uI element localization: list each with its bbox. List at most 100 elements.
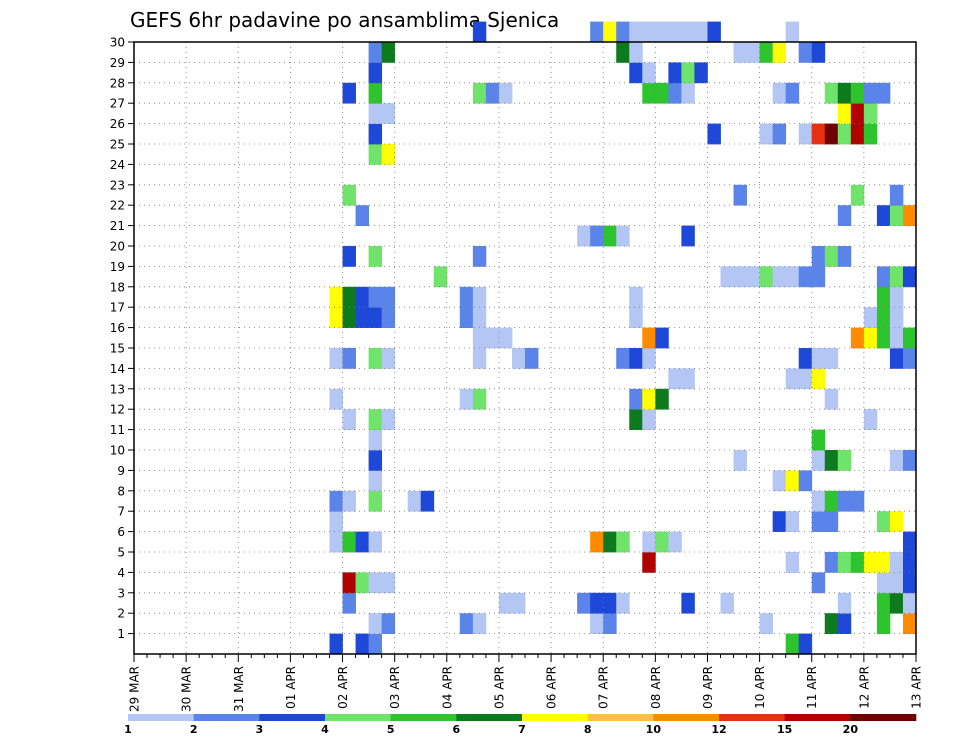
heatmap-cell — [511, 592, 526, 614]
heatmap-cell — [590, 21, 604, 43]
heatmap-cell — [837, 613, 852, 634]
heatmap-cell — [785, 82, 800, 104]
heatmap-cell — [863, 307, 878, 328]
heatmap-cell — [681, 82, 695, 104]
heatmap-cell — [485, 327, 500, 349]
colorbar-label: 7 — [518, 723, 526, 736]
heatmap-cell — [655, 388, 669, 410]
heatmap-cell — [407, 490, 422, 512]
heatmap-cell — [355, 286, 369, 308]
heatmap-cell — [863, 409, 878, 430]
heatmap-cell — [798, 123, 813, 145]
heatmap-cell — [368, 123, 383, 145]
heatmap-cell — [342, 490, 356, 512]
heatmap-cell — [850, 184, 865, 206]
heatmap-cell — [863, 552, 878, 573]
heatmap-cell — [642, 82, 656, 104]
heatmap-cell — [798, 633, 813, 655]
y-tick-label: 12 — [110, 403, 125, 417]
heatmap-cell — [876, 552, 891, 573]
heatmap-cell — [785, 511, 800, 532]
heatmap-cell — [642, 531, 656, 553]
heatmap-cell — [733, 184, 747, 206]
heatmap-cell — [655, 327, 669, 349]
y-tick-label: 26 — [110, 117, 125, 131]
heatmap-cell — [368, 429, 383, 451]
heatmap-cell — [603, 225, 617, 247]
heatmap-cell — [342, 82, 356, 104]
heatmap-cell — [629, 409, 643, 430]
heatmap-cell — [785, 368, 800, 390]
heatmap-cell — [889, 348, 904, 369]
y-tick-label: 5 — [117, 546, 125, 560]
colorbar-segment — [850, 714, 917, 721]
y-tick-label: 2 — [117, 607, 125, 621]
heatmap-cell — [368, 246, 383, 267]
heatmap-cell — [733, 266, 747, 288]
heatmap-cell — [772, 511, 787, 532]
y-axis: 1234567891011121314151617181920212223242… — [110, 36, 134, 641]
heatmap-cell — [824, 450, 839, 471]
heatmap-cell — [368, 42, 383, 63]
heatmap-cell — [381, 409, 396, 430]
y-tick-label: 15 — [110, 342, 125, 356]
heatmap-cell — [798, 368, 813, 390]
heatmap-cell — [811, 123, 826, 145]
heatmap-cell — [824, 246, 839, 267]
heatmap-cell — [642, 21, 656, 43]
heatmap-cell — [342, 286, 356, 308]
heatmap-cell — [863, 103, 878, 124]
heatmap-cell — [889, 286, 904, 308]
heatmap-cell — [681, 225, 695, 247]
heatmap-cell — [590, 531, 604, 553]
heatmap-cell — [498, 82, 513, 104]
heatmap-cell — [368, 409, 383, 430]
colorbar: 1 2 3 4 5 6 7 8 10 12 15 20 — [124, 714, 917, 736]
colorbar-label: 3 — [256, 723, 264, 736]
heatmap-cell — [368, 613, 383, 634]
heatmap-cell — [694, 21, 708, 43]
heatmap-cell — [720, 592, 734, 614]
y-tick-label: 20 — [110, 240, 125, 254]
heatmap-cell — [902, 613, 917, 634]
y-tick-label: 3 — [117, 586, 125, 600]
heatmap-cell — [902, 348, 917, 369]
y-tick-label: 11 — [110, 423, 125, 437]
heatmap-cell — [850, 327, 865, 349]
colorbar-label: 1 — [124, 723, 132, 736]
heatmap-cell — [863, 82, 878, 104]
colorbar-label: 15 — [777, 723, 792, 736]
y-tick-label: 28 — [110, 76, 125, 90]
heatmap-cell — [681, 62, 695, 84]
y-tick-label: 9 — [117, 464, 125, 478]
heatmap-cell — [629, 307, 643, 328]
heatmap-cell — [837, 490, 852, 512]
heatmap-cell — [837, 123, 852, 145]
heatmap-cell — [381, 572, 396, 594]
y-tick-label: 16 — [110, 321, 125, 335]
heatmap-cell — [876, 307, 891, 328]
heatmap-cell — [472, 388, 487, 410]
heatmap-cell — [368, 348, 383, 369]
heatmap-cell — [811, 348, 826, 369]
heatmap-cell — [459, 286, 474, 308]
y-tick-label: 8 — [117, 484, 125, 498]
heatmap-cell — [655, 82, 669, 104]
heatmap-cell — [368, 307, 383, 328]
heatmap-cell — [472, 21, 487, 43]
y-tick-label: 22 — [110, 199, 125, 213]
heatmap-cell — [655, 531, 669, 553]
heatmap-cell — [472, 613, 487, 634]
heatmap-cell — [798, 470, 813, 492]
heatmap-cell — [824, 82, 839, 104]
heatmap-cell — [902, 572, 917, 594]
heatmap-cell — [889, 266, 904, 288]
x-axis: 29 MAR 30 MAR 31 MAR 01 APR 02 APR 03 APR 04 A… — [128, 654, 924, 712]
heatmap-cell — [811, 246, 826, 267]
heatmap-cell — [485, 82, 500, 104]
colorbar-label: 4 — [321, 723, 329, 736]
heatmap-cell — [472, 286, 487, 308]
heatmap-cell — [629, 388, 643, 410]
x-tick-label: 30 MAR — [180, 666, 194, 712]
